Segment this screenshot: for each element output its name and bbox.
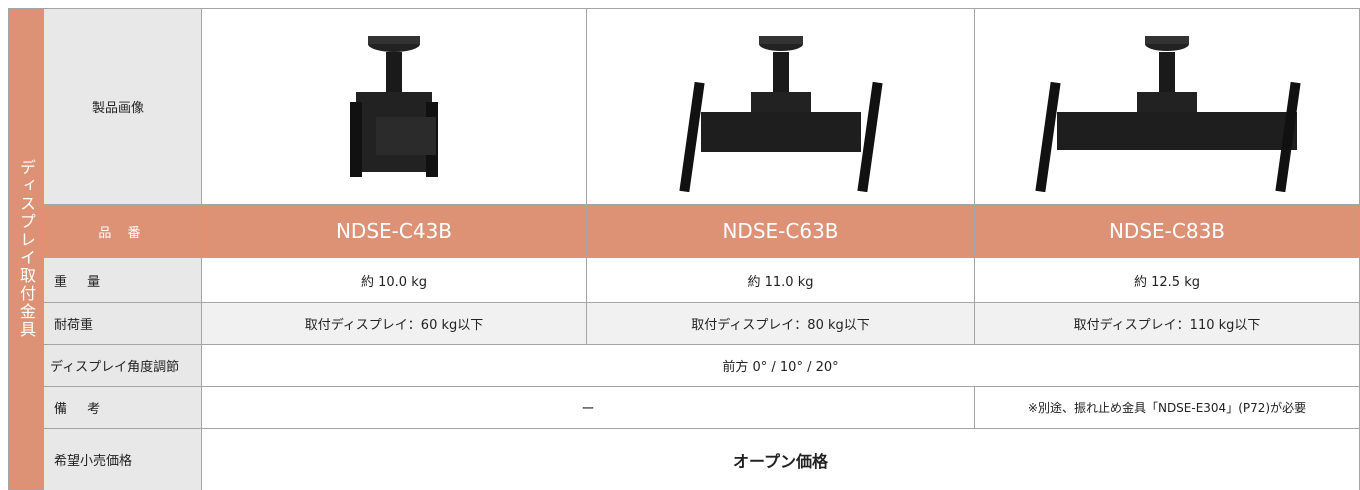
cell: 約 10.0 kg bbox=[202, 258, 587, 303]
cell: 前方 0° / 10° / 20° bbox=[202, 345, 1360, 387]
product-image bbox=[350, 35, 438, 177]
image-cell bbox=[202, 8, 587, 205]
part-number: NDSE-C43B bbox=[202, 205, 587, 258]
image-cell bbox=[587, 8, 975, 205]
cell: 約 12.5 kg bbox=[975, 258, 1360, 303]
cell: 取付ディスプレイ：60 kg以下 bbox=[202, 303, 587, 345]
product-image bbox=[1035, 35, 1301, 192]
row-label: 備 考 bbox=[44, 387, 202, 429]
row-label: 重 量 bbox=[44, 258, 202, 303]
part-number: NDSE-C63B bbox=[587, 205, 975, 258]
row-label: 耐荷重 bbox=[44, 303, 202, 345]
row-label: ディスプレイ角度調節 bbox=[44, 345, 202, 387]
part-number: NDSE-C83B bbox=[975, 205, 1360, 258]
cell: オープン価格 bbox=[202, 429, 1360, 490]
image-cell bbox=[975, 8, 1360, 205]
cell: ※別途、振れ止め金具「NDSE-E304」(P72)が必要 bbox=[975, 387, 1360, 429]
cell: ー bbox=[202, 387, 975, 429]
row-label: 希望小売価格 bbox=[44, 429, 202, 490]
cell: 取付ディスプレイ：80 kg以下 bbox=[587, 303, 975, 345]
cell: 取付ディスプレイ：110 kg以下 bbox=[975, 303, 1360, 345]
side-label: ディスプレイ取付金具 bbox=[8, 8, 44, 490]
row-label: 品 番 bbox=[44, 205, 202, 258]
row-label: 製品画像 bbox=[44, 8, 202, 205]
product-image bbox=[678, 35, 883, 192]
cell: 約 11.0 kg bbox=[587, 258, 975, 303]
